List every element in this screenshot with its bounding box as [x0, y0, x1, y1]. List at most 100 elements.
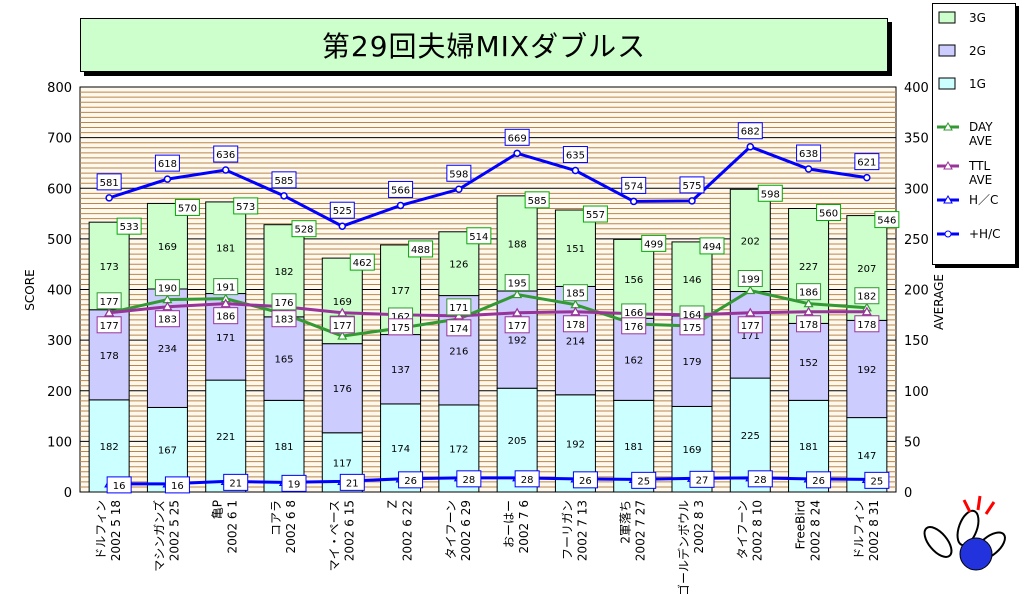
bar-value-label: 117 [333, 458, 352, 469]
plus-hc-label-box [213, 145, 239, 163]
ttl-ave-label: 177 [333, 321, 352, 332]
category-label: マシンガンズ 2002 5 25 [151, 500, 181, 572]
bar-value-label: 214 [566, 337, 585, 348]
hc-label: 16 [171, 481, 184, 492]
plus-hc-label-box [154, 154, 180, 172]
category-name: ゴールデンボウル [676, 500, 691, 594]
y-axis-title-right: AVERAGE [932, 274, 946, 330]
day-ave-label: 166 [624, 308, 643, 319]
line-point [745, 307, 756, 317]
line-point [745, 285, 756, 295]
bar-value-label: 169 [682, 445, 701, 456]
plus-hc-label-box [446, 164, 472, 182]
category-label: 2軍落ち 2002 7 27 [619, 500, 648, 561]
left-tick-label: 300 [47, 334, 72, 349]
legend-label: 1G [969, 77, 986, 91]
ttl-ave-label-box [96, 316, 122, 334]
bar-value-label: 162 [624, 355, 643, 366]
day-ave-label: 191 [216, 283, 235, 294]
bar-value-label: 181 [799, 442, 818, 453]
category-label: おーはー 2002 7 6 [502, 500, 531, 553]
total-label-box [349, 253, 375, 271]
day-ave-label-box [854, 287, 880, 305]
ttl-ave-label: 178 [566, 320, 585, 331]
plus-hc-label: 621 [857, 158, 876, 169]
ttl-ave-label-box [562, 315, 588, 333]
line-point [280, 192, 288, 200]
plus-hc-label-box [737, 122, 763, 140]
ttl-ave-label-box [679, 318, 705, 336]
hc-label: 27 [696, 475, 709, 486]
ttl-ave-label: 176 [624, 322, 643, 333]
bar-segment [729, 291, 771, 379]
line-point [455, 185, 463, 194]
plus-hc-label-box [504, 128, 530, 146]
category-label: ドルフィン 2002 5 18 [94, 500, 123, 561]
day-ave-label: 186 [799, 288, 818, 299]
day-ave-label: 195 [508, 279, 527, 290]
day-ave-label: 176 [274, 298, 293, 309]
total-label: 546 [877, 216, 896, 227]
bar-segment [554, 285, 596, 396]
category-name: 2軍落ち [619, 500, 633, 544]
day-ave-label-box [562, 284, 588, 302]
line-point [338, 222, 347, 230]
category-name: FreeBird [794, 500, 808, 549]
day-ave-label: 190 [158, 284, 177, 295]
total-label-box [816, 204, 842, 221]
day-ave-label-box [271, 293, 297, 311]
category-date: 2002 8 31 [867, 500, 881, 561]
legend: 3G 2G 1G DAY AVE TTL AVE H／C +H/C [932, 3, 1016, 265]
day-ave-label-box [96, 292, 122, 310]
legend-marker [943, 194, 953, 204]
category-label: フーリガン 2002 7 13 [560, 500, 589, 561]
ttl-ave-label-box [388, 318, 414, 336]
legend-marker [943, 121, 953, 131]
total-label-box [291, 220, 317, 238]
category-date: 2002 6 1 [226, 500, 240, 553]
ttl-ave-label: 178 [799, 320, 818, 331]
bar-segment [846, 215, 888, 321]
ttl-ave-label-box [737, 316, 763, 334]
category-date: 2002 7 6 [517, 500, 531, 553]
chart-title: 第29回夫婦MIXダブルス [321, 30, 647, 63]
bar-segment [146, 202, 188, 290]
ttl-ave-label: 177 [100, 321, 119, 332]
category-label: Z 2002 6 22 [386, 500, 415, 561]
total-label: 494 [702, 242, 721, 253]
category-name: おーはー [502, 500, 516, 548]
ttl-ave-label-box [796, 315, 822, 333]
hc-label: 21 [346, 478, 359, 489]
category-label: ゴールデンボウル 2002 8 3 [676, 500, 706, 594]
line-point [861, 306, 872, 316]
category-name: Z [386, 500, 400, 508]
ttl-ave-label-box [504, 316, 530, 334]
ttl-ave-label: 183 [158, 315, 177, 326]
day-ave-label-box [213, 278, 239, 296]
plus-hc-label: 581 [100, 178, 119, 189]
category-label: タイフーン 2002 8 10 [735, 500, 764, 561]
bar-value-label: 207 [857, 264, 876, 275]
bar-segment [263, 316, 305, 401]
line-point [163, 175, 172, 183]
y-axis-title-left: SCORE [23, 269, 37, 310]
legend-marker [944, 230, 952, 238]
category-name: ドルフィン [852, 500, 866, 560]
line-point [570, 306, 581, 316]
line-point [513, 149, 521, 158]
plus-hc-label-box [796, 144, 822, 162]
bar-value-label: 181 [216, 244, 235, 255]
total-label: 533 [120, 222, 139, 233]
plus-hc-label-box [96, 173, 122, 191]
bar-value-label: 192 [566, 439, 585, 450]
plus-hc-label: 525 [333, 206, 352, 217]
line-point [688, 197, 696, 205]
plus-hc-label-box [329, 201, 355, 219]
category-name: タイフーン [444, 500, 458, 559]
bar-value-label: 178 [100, 351, 119, 362]
bar-value-label: 137 [391, 365, 410, 376]
bar-value-label: 177 [391, 286, 410, 297]
line-point [221, 166, 230, 174]
hc-label: 19 [288, 479, 301, 490]
